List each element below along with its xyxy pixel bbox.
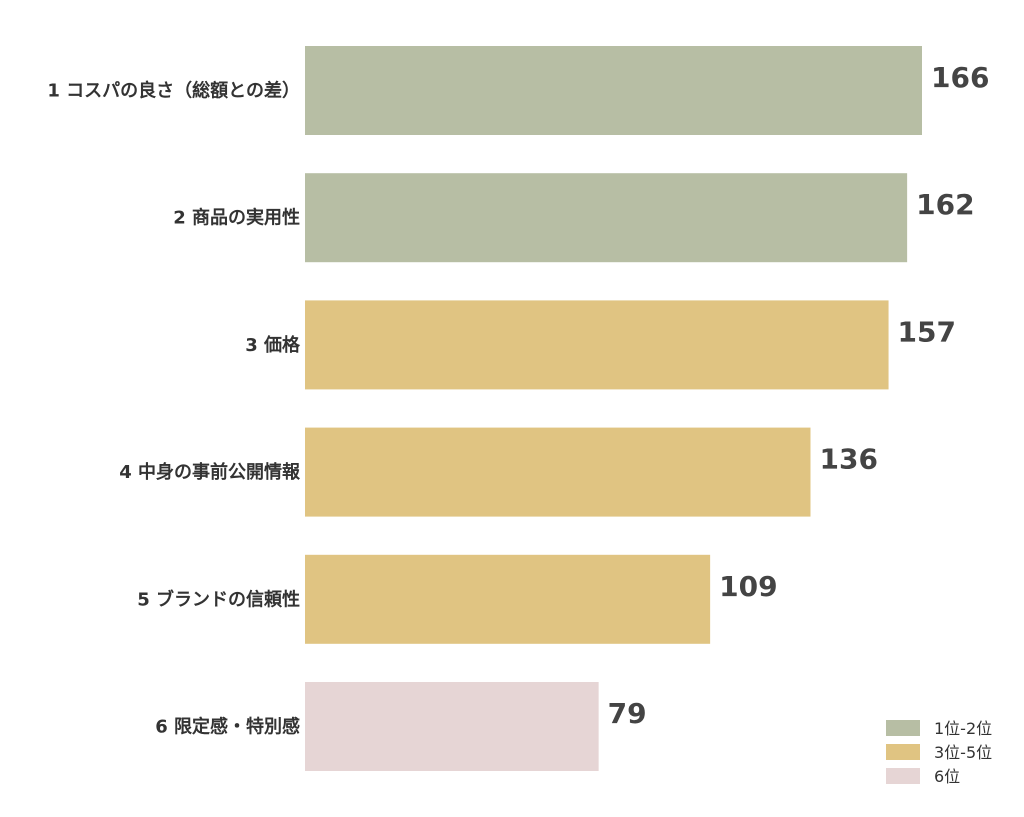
bar <box>305 300 889 390</box>
category-label: 1 コスパの良さ（総額との差） <box>47 80 300 102</box>
category-label: 4 中身の事前公開情報 <box>119 461 301 483</box>
value-label: 79 <box>608 697 647 730</box>
legend-swatch <box>886 720 920 736</box>
bar <box>305 427 811 517</box>
bar <box>305 682 599 771</box>
category-label: 3 価格 <box>245 334 301 356</box>
value-label: 166 <box>931 61 989 94</box>
category-label: 5 ブランドの信頼性 <box>137 588 300 610</box>
bar <box>305 173 908 263</box>
legend-label: 1位-2位 <box>934 719 992 738</box>
legend-swatch <box>886 744 920 760</box>
bar <box>305 554 711 644</box>
category-label: 6 限定感・特別感 <box>155 716 300 738</box>
value-label: 136 <box>819 443 877 476</box>
value-label: 162 <box>916 188 974 221</box>
legend-label: 3位-5位 <box>934 743 992 762</box>
value-label: 157 <box>898 315 956 348</box>
bar <box>305 46 922 135</box>
legend-label: 6位 <box>934 767 960 786</box>
value-label: 109 <box>719 570 777 603</box>
legend-swatch <box>886 768 920 784</box>
category-label: 2 商品の実用性 <box>173 207 300 229</box>
